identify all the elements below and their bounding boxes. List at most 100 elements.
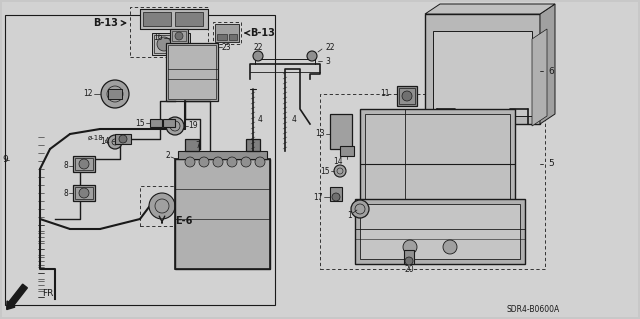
Bar (246, 139, 260, 151)
Bar (140, 186, 192, 226)
Text: 3: 3 (325, 56, 330, 65)
Bar (75, 158, 93, 170)
Bar (404, 250, 414, 264)
Text: SDR4-B0600A: SDR4-B0600A (507, 305, 560, 314)
Bar (425, 14, 540, 124)
Text: 8: 8 (63, 189, 68, 197)
Text: E-6: E-6 (175, 216, 193, 226)
Text: 1: 1 (348, 211, 352, 220)
Bar (150, 119, 162, 127)
Text: 5: 5 (548, 160, 554, 168)
Text: ø-18: ø-18 (88, 135, 104, 141)
Circle shape (149, 193, 175, 219)
Text: 22: 22 (325, 42, 335, 51)
Circle shape (213, 157, 223, 167)
Circle shape (403, 240, 417, 254)
Bar (168, 45, 216, 99)
Circle shape (79, 159, 89, 169)
Circle shape (79, 188, 89, 198)
Bar (185, 139, 199, 151)
Polygon shape (540, 4, 555, 124)
Circle shape (334, 165, 346, 177)
Circle shape (171, 37, 185, 51)
Bar (73, 185, 95, 201)
Text: 16: 16 (154, 33, 163, 42)
Circle shape (157, 37, 171, 51)
Text: 9: 9 (2, 155, 8, 165)
Bar (140, 9, 208, 29)
Text: 22: 22 (253, 42, 263, 51)
Bar (108, 89, 122, 99)
Circle shape (443, 240, 457, 254)
Bar (5, 15, 275, 305)
Bar (213, 22, 241, 44)
Circle shape (351, 200, 369, 218)
Text: 4: 4 (292, 115, 297, 123)
Circle shape (166, 117, 184, 135)
Text: 6: 6 (548, 66, 554, 76)
Text: 7: 7 (195, 142, 200, 151)
Bar (75, 187, 93, 199)
Bar (330, 187, 342, 201)
Bar (143, 12, 171, 26)
Circle shape (101, 80, 129, 108)
Circle shape (255, 157, 265, 167)
Polygon shape (140, 9, 208, 29)
Bar (330, 114, 352, 149)
Bar (163, 119, 175, 127)
Bar (154, 35, 188, 53)
Bar (130, 7, 208, 57)
Circle shape (253, 51, 263, 61)
Bar (397, 86, 417, 106)
Text: B-13: B-13 (250, 28, 275, 38)
Bar (166, 43, 218, 101)
Bar (360, 204, 520, 259)
Bar (360, 109, 515, 204)
Text: 15: 15 (136, 118, 145, 128)
Bar (320, 94, 545, 269)
Text: 2: 2 (165, 152, 170, 160)
Bar (215, 24, 239, 42)
Bar (170, 29, 188, 43)
Circle shape (307, 51, 317, 61)
Circle shape (405, 257, 413, 265)
Bar (172, 31, 186, 41)
Text: 23: 23 (222, 42, 232, 51)
Polygon shape (425, 4, 555, 14)
Circle shape (332, 193, 340, 201)
Circle shape (175, 32, 183, 40)
Text: 19: 19 (188, 122, 198, 130)
Circle shape (119, 135, 127, 143)
FancyArrow shape (6, 284, 28, 309)
Circle shape (227, 157, 237, 167)
Circle shape (199, 157, 209, 167)
Text: 14: 14 (333, 157, 343, 166)
Bar (175, 12, 203, 26)
Bar (175, 159, 270, 269)
Bar (229, 34, 237, 40)
Bar (115, 134, 131, 144)
Text: 12: 12 (83, 90, 93, 99)
Text: 8: 8 (63, 161, 68, 170)
Bar (365, 114, 510, 199)
Bar (140, 9, 208, 29)
Circle shape (241, 157, 251, 167)
Text: 15: 15 (321, 167, 330, 175)
Bar (217, 34, 227, 40)
Bar (175, 159, 270, 269)
Circle shape (108, 135, 122, 149)
Polygon shape (532, 29, 547, 126)
Text: 4: 4 (258, 115, 263, 123)
Circle shape (185, 157, 195, 167)
Bar (355, 199, 525, 264)
Text: 20: 20 (404, 264, 414, 273)
Text: 13: 13 (316, 130, 325, 138)
Bar (178, 151, 267, 159)
Bar (73, 156, 95, 172)
Text: 17: 17 (314, 192, 323, 202)
Text: 11: 11 (381, 90, 390, 99)
Bar (433, 31, 532, 116)
Bar (399, 88, 415, 104)
Circle shape (402, 91, 412, 101)
Bar (152, 33, 190, 55)
